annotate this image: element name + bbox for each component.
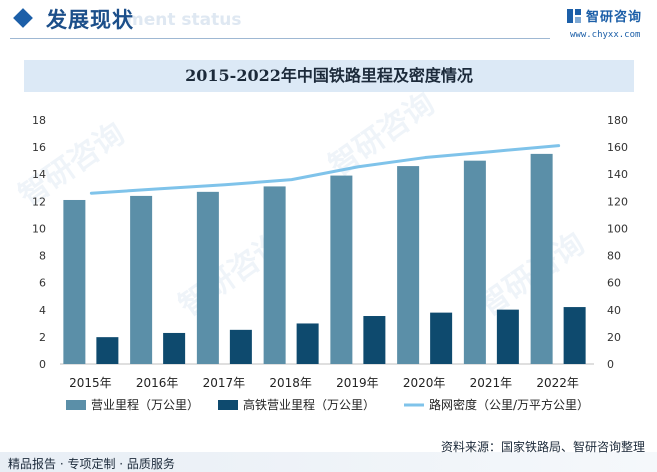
legend-label: 营业里程（万公里）: [91, 397, 199, 412]
y-right-tick-label: 100: [607, 222, 628, 235]
y-left-tick-label: 6: [39, 277, 46, 290]
x-tick-label: 2015年: [69, 376, 112, 390]
brand-name: 智研咨询: [586, 10, 643, 25]
brand-url: www.chyxx.com: [570, 30, 641, 40]
y-right-tick-label: 140: [607, 168, 628, 181]
bar-highspeed-mileage: [96, 337, 119, 364]
bar-operating-mileage: [330, 175, 353, 364]
source-note: 资料来源：国家铁路局、智研咨询整理: [440, 440, 645, 454]
header-divider: [10, 38, 550, 39]
x-tick-label: 2016年: [136, 376, 179, 390]
x-tick-label: 2020年: [403, 376, 446, 390]
y-right-tick-label: 180: [607, 114, 628, 127]
legend-label: 路网密度（公里/万平方公里）: [429, 397, 589, 412]
chart-area: 0246810121416180204060801001201401601802…: [32, 114, 628, 412]
y-right-tick-label: 160: [607, 141, 628, 154]
y-left-tick-label: 14: [32, 168, 46, 181]
bar-highspeed-mileage: [163, 332, 186, 364]
bar-operating-mileage: [63, 199, 86, 364]
y-left-tick-label: 18: [32, 114, 46, 127]
y-left-tick-label: 10: [32, 222, 46, 235]
bar-highspeed-mileage: [296, 323, 319, 364]
y-right-tick-label: 60: [607, 277, 621, 290]
section-ghost-text: ment status: [126, 10, 242, 30]
y-right-tick-label: 40: [607, 304, 621, 317]
bar-highspeed-mileage: [229, 329, 252, 364]
bar-operating-mileage: [530, 153, 553, 364]
footer: 资料来源：国家铁路局、智研咨询整理 精品报告 · 专项定制 · 品质服务: [0, 438, 657, 472]
y-left-tick-label: 0: [39, 358, 46, 371]
y-right-tick-label: 120: [607, 195, 628, 208]
bar-highspeed-mileage: [563, 307, 586, 364]
chart-title: 2015-2022年中国铁路里程及密度情况: [24, 60, 634, 92]
y-left-tick-label: 2: [39, 331, 46, 344]
bar-operating-mileage: [130, 195, 153, 364]
bar-operating-mileage: [263, 186, 286, 364]
bar-highspeed-mileage: [430, 312, 453, 364]
bar-highspeed-mileage: [496, 309, 519, 364]
line-network-density: [89, 144, 561, 195]
footer-services: 精品报告 · 专项定制 · 品质服务: [8, 457, 175, 471]
bar-operating-mileage: [463, 160, 486, 364]
bar-operating-mileage: [397, 166, 420, 364]
y-right-tick-label: 80: [607, 250, 621, 263]
section-title: 发展现状: [46, 8, 134, 32]
x-tick-label: 2018年: [269, 376, 312, 390]
legend-label: 高铁营业里程（万公里）: [243, 397, 375, 412]
x-tick-label: 2022年: [536, 376, 579, 390]
legend-swatch: [66, 400, 86, 410]
y-left-tick-label: 8: [39, 250, 46, 263]
header: ment status 发展现状 智研咨询 www.chyxx.com: [0, 0, 657, 48]
brand-logo-icon: [567, 9, 581, 23]
bar-operating-mileage: [196, 191, 219, 364]
bar-highspeed-mileage: [363, 316, 386, 364]
y-left-tick-label: 4: [39, 304, 46, 317]
footer-bar: [0, 452, 657, 472]
legend-swatch: [218, 400, 238, 410]
x-tick-label: 2017年: [203, 376, 246, 390]
y-left-tick-label: 12: [32, 195, 46, 208]
x-tick-label: 2021年: [470, 376, 513, 390]
y-left-tick-label: 16: [32, 141, 46, 154]
diamond-icon: [13, 8, 33, 28]
y-right-tick-label: 20: [607, 331, 621, 344]
y-right-tick-label: 0: [607, 358, 614, 371]
x-tick-label: 2019年: [336, 376, 379, 390]
